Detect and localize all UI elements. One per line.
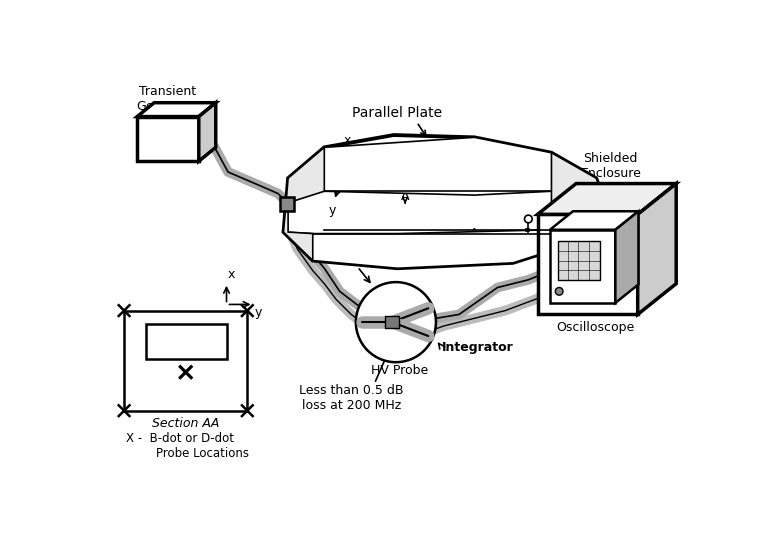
Polygon shape (616, 211, 639, 303)
Polygon shape (199, 103, 216, 161)
Text: Integrator: Integrator (442, 341, 514, 354)
Bar (550, 230, 616, 303)
Bar (385, 316, 399, 328)
Text: x: x (344, 134, 351, 147)
Text: z: z (376, 179, 383, 193)
Text: y: y (329, 204, 337, 217)
Text: y: y (255, 306, 262, 319)
Polygon shape (638, 184, 676, 315)
Text: A: A (401, 190, 409, 203)
Text: Shielded
Enclosure: Shielded Enclosure (581, 152, 641, 180)
Polygon shape (283, 230, 581, 268)
Text: Section AA: Section AA (152, 417, 219, 430)
Polygon shape (288, 137, 596, 195)
Polygon shape (538, 184, 676, 215)
Bar (280, 197, 294, 210)
Circle shape (555, 287, 563, 295)
Text: x: x (228, 269, 235, 281)
Text: HV Probe: HV Probe (371, 364, 428, 378)
Text: X -  B-dot or D-dot
        Probe Locations: X - B-dot or D-dot Probe Locations (126, 432, 248, 460)
Text: Parallel Plate: Parallel Plate (352, 105, 443, 120)
Polygon shape (137, 103, 216, 117)
Polygon shape (283, 147, 325, 261)
Bar (124, 311, 248, 411)
Circle shape (356, 282, 436, 362)
Text: Less than 0.5 dB
loss at 200 MHz: Less than 0.5 dB loss at 200 MHz (299, 384, 404, 412)
Polygon shape (552, 153, 605, 241)
Text: Oscilloscope: Oscilloscope (556, 320, 635, 334)
Polygon shape (283, 135, 605, 268)
Bar (558, 241, 600, 280)
Bar (137, 117, 199, 161)
Text: Transient
Generator: Transient Generator (136, 85, 200, 113)
Text: A: A (470, 227, 479, 240)
Text: (Center EUT): (Center EUT) (148, 381, 224, 394)
Bar (538, 215, 638, 315)
Polygon shape (550, 211, 639, 230)
Text: Field
Sensor: Field Sensor (550, 172, 593, 200)
Text: Front Face
of EUT: Front Face of EUT (155, 327, 216, 355)
Bar (146, 324, 226, 359)
